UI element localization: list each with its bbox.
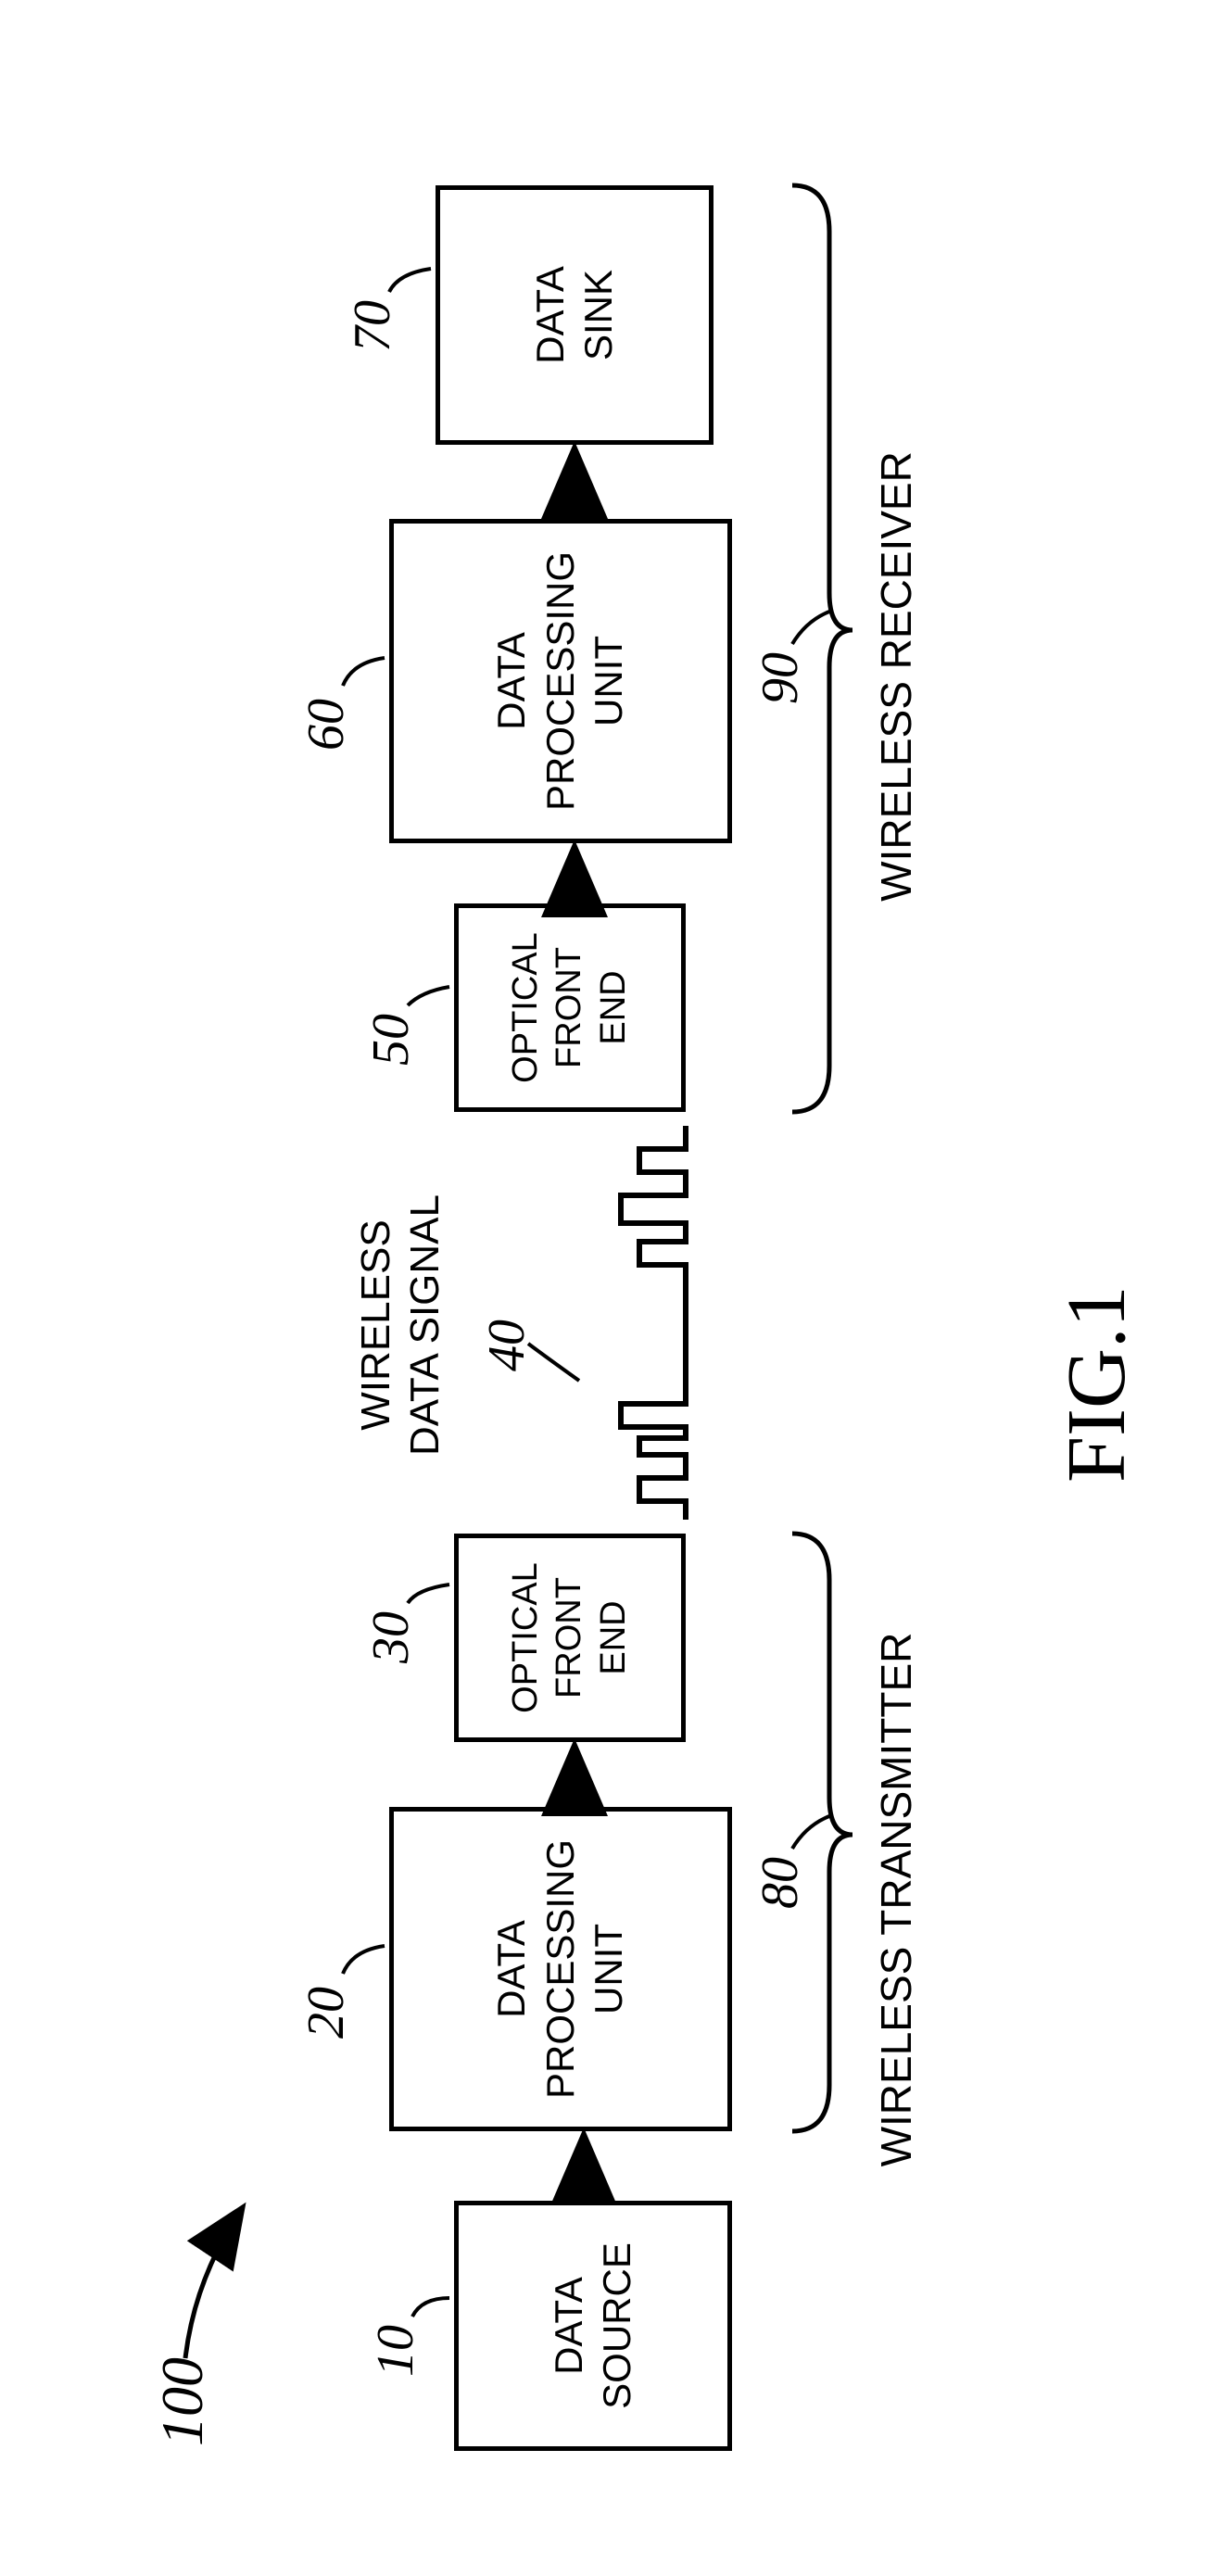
figure-canvas: 100 DATA SOURCE 10 DATA PROCESSING UNIT …	[0, 0, 1225, 2576]
rotated-stage: 100 DATA SOURCE 10 DATA PROCESSING UNIT …	[0, 0, 1225, 2576]
connectors-overlay	[0, 0, 1225, 2576]
